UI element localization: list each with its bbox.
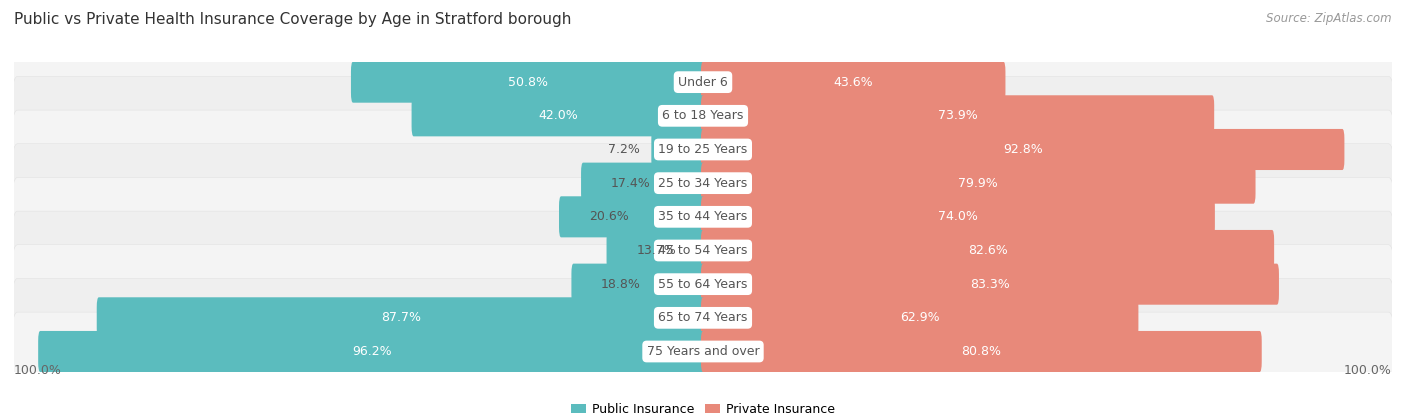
FancyBboxPatch shape: [412, 95, 704, 136]
FancyBboxPatch shape: [13, 312, 1393, 391]
FancyBboxPatch shape: [702, 230, 1274, 271]
Text: 43.6%: 43.6%: [834, 76, 873, 89]
FancyBboxPatch shape: [702, 62, 1005, 103]
FancyBboxPatch shape: [38, 331, 704, 372]
FancyBboxPatch shape: [651, 129, 704, 170]
FancyBboxPatch shape: [702, 163, 1256, 204]
FancyBboxPatch shape: [97, 297, 704, 338]
FancyBboxPatch shape: [606, 230, 704, 271]
Text: 87.7%: 87.7%: [381, 311, 420, 324]
Text: 45 to 54 Years: 45 to 54 Years: [658, 244, 748, 257]
Text: 17.4%: 17.4%: [610, 177, 651, 190]
Text: 83.3%: 83.3%: [970, 278, 1010, 291]
FancyBboxPatch shape: [702, 331, 1261, 372]
FancyBboxPatch shape: [13, 76, 1393, 155]
Text: 65 to 74 Years: 65 to 74 Years: [658, 311, 748, 324]
Text: 62.9%: 62.9%: [900, 311, 939, 324]
FancyBboxPatch shape: [13, 110, 1393, 189]
Text: 82.6%: 82.6%: [967, 244, 1008, 257]
Text: 55 to 64 Years: 55 to 64 Years: [658, 278, 748, 291]
Text: 73.9%: 73.9%: [938, 109, 977, 122]
FancyBboxPatch shape: [13, 245, 1393, 323]
FancyBboxPatch shape: [352, 62, 704, 103]
Text: 50.8%: 50.8%: [508, 76, 548, 89]
Text: Source: ZipAtlas.com: Source: ZipAtlas.com: [1267, 12, 1392, 25]
FancyBboxPatch shape: [571, 263, 704, 305]
Text: 96.2%: 96.2%: [352, 345, 391, 358]
Text: 19 to 25 Years: 19 to 25 Years: [658, 143, 748, 156]
FancyBboxPatch shape: [560, 196, 704, 237]
FancyBboxPatch shape: [702, 297, 1139, 338]
Text: Under 6: Under 6: [678, 76, 728, 89]
FancyBboxPatch shape: [13, 211, 1393, 290]
FancyBboxPatch shape: [702, 196, 1215, 237]
FancyBboxPatch shape: [13, 178, 1393, 256]
Text: 74.0%: 74.0%: [938, 210, 977, 223]
FancyBboxPatch shape: [13, 144, 1393, 223]
FancyBboxPatch shape: [702, 95, 1215, 136]
Text: 7.2%: 7.2%: [607, 143, 640, 156]
Text: 35 to 44 Years: 35 to 44 Years: [658, 210, 748, 223]
FancyBboxPatch shape: [13, 278, 1393, 357]
FancyBboxPatch shape: [702, 263, 1279, 305]
FancyBboxPatch shape: [702, 129, 1344, 170]
Text: 75 Years and over: 75 Years and over: [647, 345, 759, 358]
Text: 18.8%: 18.8%: [600, 278, 641, 291]
Text: Public vs Private Health Insurance Coverage by Age in Stratford borough: Public vs Private Health Insurance Cover…: [14, 12, 571, 27]
Text: 100.0%: 100.0%: [1344, 363, 1392, 377]
FancyBboxPatch shape: [581, 163, 704, 204]
Text: 92.8%: 92.8%: [1002, 143, 1042, 156]
Text: 20.6%: 20.6%: [589, 210, 628, 223]
Text: 100.0%: 100.0%: [14, 363, 62, 377]
Legend: Public Insurance, Private Insurance: Public Insurance, Private Insurance: [567, 398, 839, 413]
Text: 79.9%: 79.9%: [959, 177, 998, 190]
FancyBboxPatch shape: [13, 43, 1393, 121]
Text: 80.8%: 80.8%: [962, 345, 1001, 358]
Text: 13.7%: 13.7%: [636, 244, 676, 257]
Text: 6 to 18 Years: 6 to 18 Years: [662, 109, 744, 122]
Text: 42.0%: 42.0%: [538, 109, 578, 122]
Text: 25 to 34 Years: 25 to 34 Years: [658, 177, 748, 190]
